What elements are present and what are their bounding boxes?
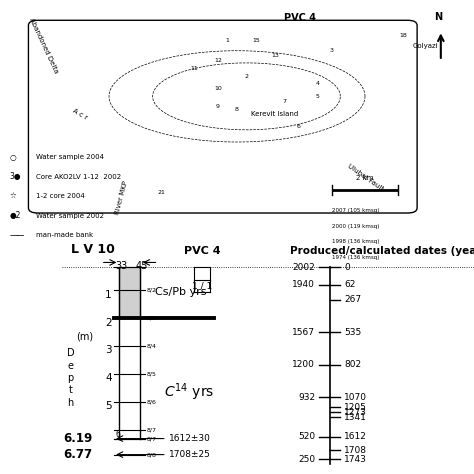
Text: 1 / 1: 1 / 1 (191, 282, 212, 291)
Text: 1612±30: 1612±30 (169, 434, 211, 443)
Text: 0: 0 (344, 263, 350, 272)
Text: 932: 932 (298, 393, 315, 402)
Text: 8/2: 8/2 (146, 288, 156, 292)
Text: 1974 (136 kmsq): 1974 (136 kmsq) (332, 255, 379, 260)
Text: River MKP: River MKP (114, 180, 128, 215)
Text: 33: 33 (115, 261, 128, 271)
Text: A c r: A c r (71, 108, 88, 121)
Text: 12: 12 (214, 58, 222, 64)
Text: 5: 5 (105, 401, 112, 410)
Text: 1743: 1743 (344, 455, 367, 464)
Text: 520: 520 (298, 432, 315, 441)
Text: 1205: 1205 (344, 402, 367, 411)
Text: 1567: 1567 (292, 328, 315, 337)
Text: 4: 4 (105, 373, 112, 383)
Text: (m): (m) (76, 331, 93, 342)
Text: 3●: 3● (9, 172, 21, 181)
Text: 15: 15 (252, 38, 260, 43)
Text: Kerevit Island: Kerevit Island (251, 111, 299, 117)
Text: L V 10: L V 10 (71, 243, 115, 256)
Text: 535: 535 (344, 328, 361, 337)
Text: 8/8: 8/8 (146, 452, 156, 457)
Text: 4: 4 (316, 81, 319, 86)
Text: N: N (434, 12, 443, 22)
Text: 1: 1 (226, 38, 229, 43)
Text: ——: —— (9, 231, 25, 240)
Text: Ulubat Fault: Ulubat Fault (346, 163, 384, 192)
Text: 2: 2 (245, 73, 248, 79)
Text: 1070: 1070 (344, 393, 367, 402)
Text: Golyazi: Golyazi (412, 43, 438, 49)
Text: Produced/calculated dates (years): Produced/calculated dates (years) (291, 246, 474, 256)
Text: 6: 6 (297, 124, 301, 129)
Text: $C^{14}$ yrs: $C^{14}$ yrs (164, 381, 215, 402)
Text: Cs/Pb yrs: Cs/Pb yrs (155, 287, 207, 297)
Text: 1341: 1341 (344, 412, 367, 421)
Text: 45: 45 (136, 261, 148, 271)
Text: 13: 13 (271, 53, 279, 58)
Text: PVC 4: PVC 4 (284, 13, 317, 23)
Text: 8/7: 8/7 (146, 427, 156, 432)
FancyBboxPatch shape (28, 20, 417, 213)
Text: 1200: 1200 (292, 360, 315, 369)
Text: 8: 8 (235, 107, 239, 111)
Text: 2002: 2002 (292, 263, 315, 272)
Text: 1: 1 (105, 290, 112, 300)
Text: 1998 (136 kmsq): 1998 (136 kmsq) (332, 239, 379, 245)
Text: 7: 7 (283, 99, 286, 104)
Text: 1-2 core 2004: 1-2 core 2004 (36, 193, 84, 199)
Text: 62: 62 (344, 280, 356, 289)
Text: ○: ○ (9, 153, 16, 162)
Text: 8/6: 8/6 (146, 399, 156, 404)
Text: 21: 21 (157, 190, 165, 195)
Text: 8/7: 8/7 (146, 436, 156, 441)
Text: 2000 (119 kmsq): 2000 (119 kmsq) (332, 224, 379, 228)
Text: 2007 (105 kmsq): 2007 (105 kmsq) (332, 208, 379, 213)
Text: 1273: 1273 (344, 408, 367, 417)
Text: man-made bank: man-made bank (36, 232, 93, 238)
Text: 250: 250 (298, 455, 315, 464)
Text: PVC 4: PVC 4 (183, 246, 220, 256)
Text: ☆: ☆ (9, 192, 17, 201)
Text: 802: 802 (344, 360, 361, 369)
Text: 6: 6 (115, 430, 120, 439)
Text: 2: 2 (105, 318, 112, 328)
Text: D
e
p
t
h: D e p t h (67, 348, 74, 408)
Text: 1708: 1708 (344, 446, 367, 455)
Text: 8/5: 8/5 (146, 371, 156, 376)
Text: 8/3: 8/3 (146, 316, 156, 320)
Text: Water sample 2004: Water sample 2004 (36, 154, 103, 160)
Text: 267: 267 (344, 295, 361, 304)
Text: 8/4: 8/4 (146, 344, 156, 348)
Text: 11: 11 (191, 66, 198, 71)
Text: Abandoned Delta: Abandoned Delta (28, 17, 59, 74)
Text: 2 km: 2 km (356, 175, 374, 181)
Text: 9: 9 (216, 104, 220, 109)
Text: ●2: ●2 (9, 211, 21, 220)
Text: 1708±25: 1708±25 (169, 450, 211, 459)
Text: 3: 3 (105, 346, 112, 356)
Text: 6.77: 6.77 (64, 448, 93, 461)
Text: 1612: 1612 (344, 432, 367, 441)
Text: Core AKO2LV 1-12  2002: Core AKO2LV 1-12 2002 (36, 174, 121, 180)
Text: 18: 18 (399, 33, 407, 38)
Text: 10: 10 (214, 86, 222, 91)
Text: 3: 3 (330, 48, 334, 53)
Text: 1940: 1940 (292, 280, 315, 289)
Bar (119, 267, 140, 318)
Text: 5: 5 (316, 94, 319, 99)
Text: 6.19: 6.19 (64, 432, 93, 445)
Text: Water sample 2002: Water sample 2002 (36, 213, 103, 219)
